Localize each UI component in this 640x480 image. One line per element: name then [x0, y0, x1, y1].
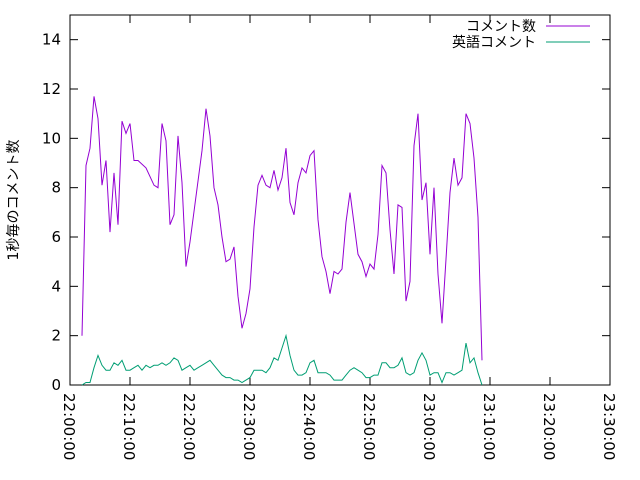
plot-frame [69, 14, 611, 386]
x-tick-label: 23:30:00 [600, 393, 618, 460]
x-tick-label: 22:40:00 [300, 393, 318, 460]
x-tick-label: 22:10:00 [120, 393, 138, 460]
x-axis: 22:00:00 22:10:00 22:20:00 22:30:00 22:40:00… [60, 15, 618, 460]
x-tick-label: 22:00:00 [60, 393, 78, 460]
y-axis: 0 2 4 6 8 10 12 14 [42, 31, 610, 394]
x-tick-label: 22:30:00 [240, 393, 258, 460]
x-tick-label: 23:10:00 [480, 393, 498, 460]
x-tick-label: 22:20:00 [180, 393, 198, 460]
y-tick-label: 14 [42, 31, 61, 49]
legend-label-1: コメント数 [466, 19, 536, 35]
y-axis-title: 1秒毎のコメント数 [6, 140, 22, 261]
x-tick-label: 23:20:00 [540, 393, 558, 460]
y-tick-label: 2 [51, 327, 61, 345]
x-tick-label: 23:00:00 [420, 393, 438, 460]
series-line-2 [81, 333, 483, 386]
y-tick-label: 6 [51, 228, 61, 246]
x-tick-label: 22:50:00 [360, 393, 378, 460]
y-tick-label: 8 [51, 179, 61, 197]
series-line-1 [81, 96, 483, 361]
y-tick-label: 12 [42, 80, 61, 98]
series-layer [81, 96, 483, 386]
y-tick-label: 10 [42, 129, 61, 147]
y-tick-label: 4 [51, 277, 61, 295]
legend-label-2: 英語コメント [452, 34, 536, 51]
y-tick-label: 0 [51, 376, 61, 394]
